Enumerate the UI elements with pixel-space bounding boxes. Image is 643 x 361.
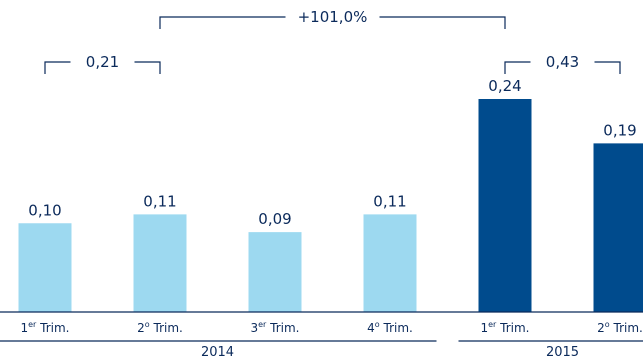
bar-value-label-5: 0,24: [488, 77, 521, 95]
tick-label-3: 3er Trim.: [250, 320, 299, 335]
bar-value-label-3: 0,09: [258, 210, 291, 228]
bar-value-label-4: 0,11: [373, 192, 406, 210]
bar-value-label-6: 0,19: [603, 121, 636, 139]
annotation-bracket-1: [44, 61, 161, 74]
year-label-2: 2015: [546, 345, 579, 360]
bar-1: [18, 223, 72, 312]
annotation-bracket-2: [159, 16, 506, 29]
bar-5: [478, 99, 532, 312]
tick-label-5: 1er Trim.: [480, 320, 529, 335]
bar-value-label-1: 0,10: [28, 201, 61, 219]
bar-6: [593, 143, 643, 312]
bar-value-label-2: 0,11: [143, 192, 176, 210]
annotation-label-3: 0,43: [546, 53, 579, 71]
year-label-1: 2014: [201, 345, 234, 360]
bar-4: [363, 214, 417, 312]
tick-label-1: 1er Trim.: [20, 320, 69, 335]
bar-2: [133, 214, 187, 312]
tick-label-6: 2o Trim.: [597, 320, 643, 335]
annotation-label-2: +101,0%: [298, 8, 368, 26]
bar-3: [248, 232, 302, 312]
annotation-label-1: 0,21: [86, 53, 119, 71]
annotation-bracket-3: [504, 61, 621, 74]
tick-label-4: 4o Trim.: [367, 320, 413, 335]
tick-label-2: 2o Trim.: [137, 320, 183, 335]
